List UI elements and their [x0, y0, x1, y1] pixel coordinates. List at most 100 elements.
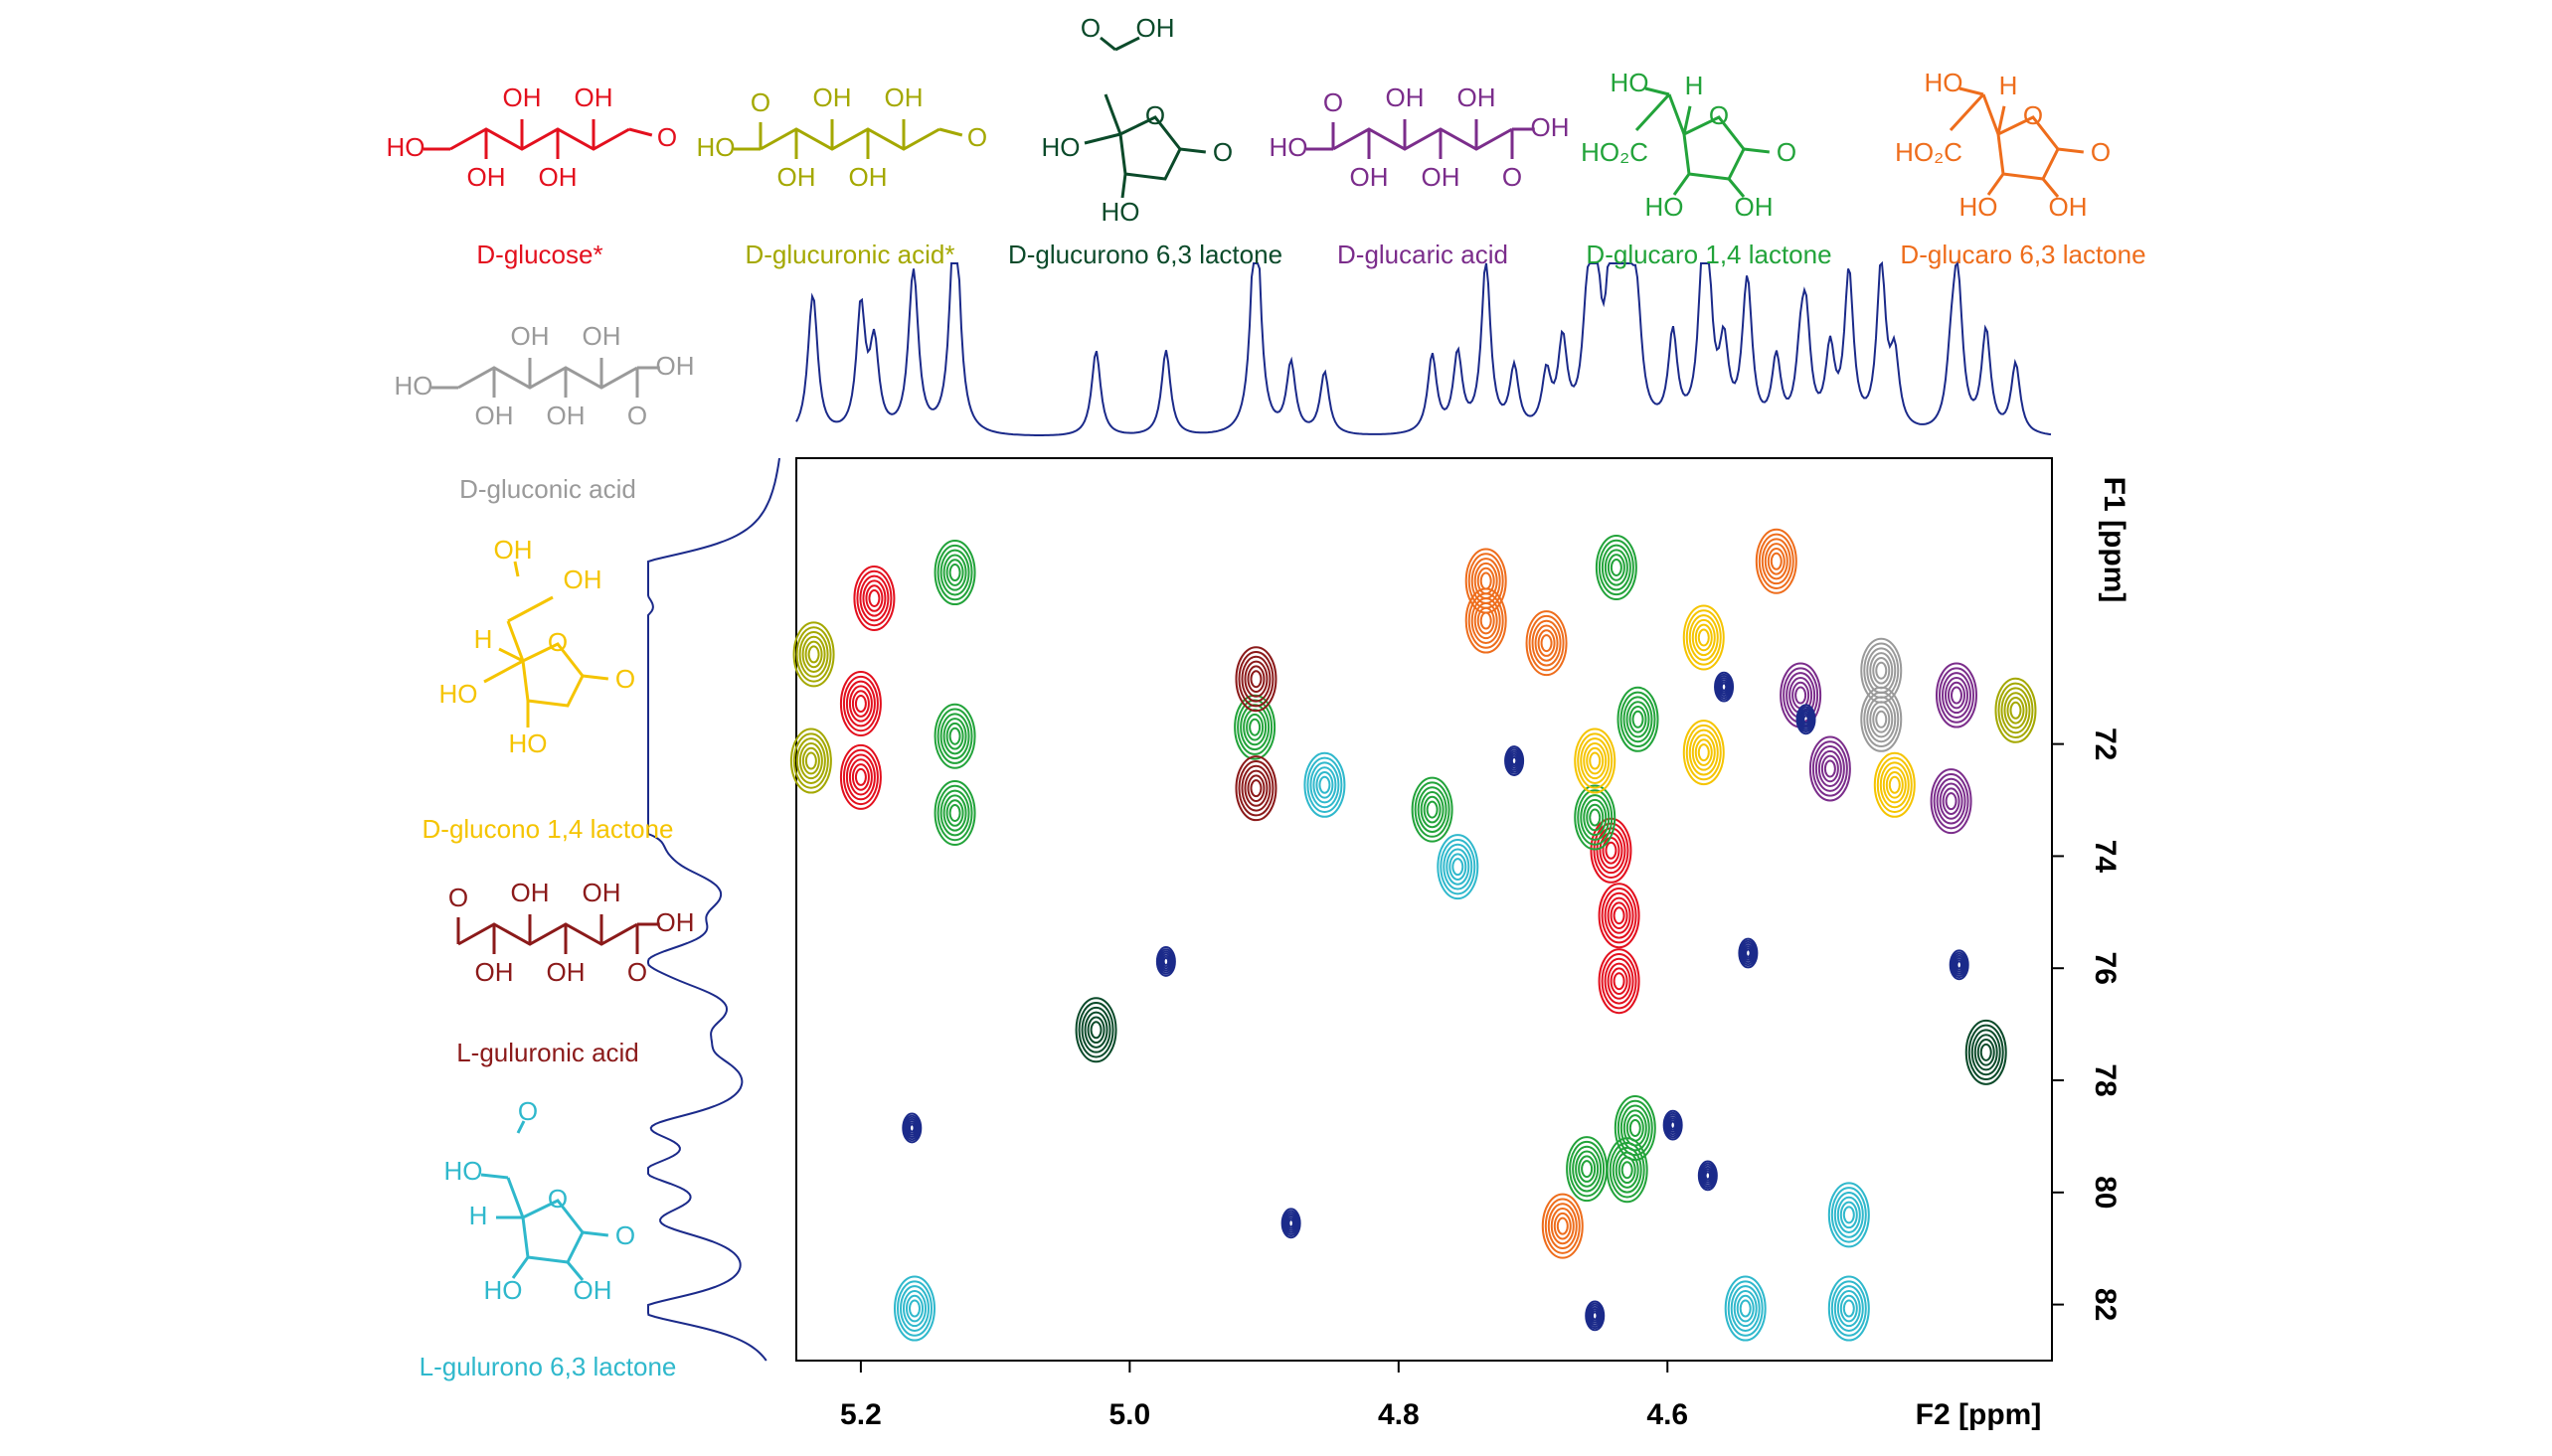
- peak: [1504, 745, 1525, 776]
- contour: [1315, 770, 1334, 799]
- contour: [1930, 768, 1972, 835]
- contour: [1802, 715, 1809, 725]
- contour: [1607, 554, 1625, 581]
- bond: [480, 1173, 509, 1180]
- compound-name: D-glucaro 1,4 lactone: [1586, 240, 1831, 269]
- contour: [1417, 786, 1447, 834]
- contour: [807, 645, 820, 664]
- contour: [804, 640, 823, 669]
- atom-label: OH: [2049, 192, 2088, 222]
- contour: [1685, 609, 1722, 666]
- bond: [1634, 92, 1671, 132]
- peak: [1616, 686, 1659, 752]
- peak: [1714, 671, 1735, 703]
- contour: [792, 621, 835, 688]
- contour: [1668, 1118, 1678, 1132]
- contour: [1162, 956, 1170, 967]
- peak: [1808, 735, 1851, 802]
- peak: [1795, 704, 1816, 735]
- contour: [1612, 1146, 1642, 1194]
- contour: [1550, 1208, 1575, 1245]
- contour: [909, 1123, 916, 1133]
- contour: [1090, 1021, 1103, 1040]
- atom-label: H: [1685, 71, 1704, 100]
- contour: [839, 671, 882, 737]
- contour: [1952, 953, 1966, 976]
- peak: [1464, 587, 1507, 654]
- contour: [798, 630, 829, 678]
- contour: [1882, 766, 1907, 804]
- atom-label: HO: [697, 132, 736, 162]
- atom-label: HO₂C: [1895, 137, 1962, 167]
- bond: [1986, 173, 2005, 196]
- contour: [1741, 941, 1756, 965]
- contour: [1528, 614, 1565, 672]
- contour: [1590, 1309, 1600, 1323]
- contour: [1284, 1213, 1297, 1232]
- contour: [795, 626, 832, 683]
- contour: [1479, 611, 1492, 630]
- bond: [938, 127, 963, 137]
- contour: [907, 1121, 917, 1135]
- contour: [1531, 619, 1562, 667]
- contour: [1574, 728, 1616, 794]
- contour: [1842, 1299, 1855, 1318]
- contour: [1595, 534, 1637, 600]
- contour: [1534, 624, 1559, 662]
- contour: [1414, 781, 1450, 838]
- peak: [1755, 528, 1797, 594]
- contour: [1318, 775, 1331, 794]
- contour: [1281, 1210, 1300, 1237]
- contour: [1081, 1006, 1111, 1053]
- contour: [1158, 950, 1174, 973]
- atom-label: HO: [1959, 192, 1998, 222]
- contour: [1836, 1289, 1861, 1328]
- contour: [1872, 706, 1891, 733]
- bond: [1743, 147, 1770, 154]
- contour: [1796, 706, 1815, 733]
- contour: [1577, 732, 1614, 789]
- contour: [1246, 713, 1265, 741]
- contour: [1587, 1304, 1603, 1327]
- contour: [1770, 552, 1783, 570]
- contour: [1506, 749, 1522, 772]
- contour: [2006, 696, 2025, 725]
- atom-label: OH: [467, 162, 506, 192]
- peak: [1585, 1300, 1606, 1332]
- contour: [1875, 661, 1888, 680]
- contour: [1241, 764, 1272, 812]
- compound-name: D-glucaric acid: [1337, 240, 1508, 269]
- compound-name: D-glucaro 6,3 lactone: [1900, 240, 2145, 269]
- atom-label: OH: [1457, 82, 1496, 112]
- contour: [792, 732, 829, 789]
- contour: [1869, 701, 1894, 738]
- contour: [1699, 1162, 1717, 1190]
- contour: [1944, 676, 1968, 715]
- peak: [902, 1112, 923, 1144]
- peak: [1235, 755, 1277, 822]
- contour: [1682, 604, 1725, 671]
- contour: [854, 695, 867, 714]
- bond: [1727, 178, 1746, 198]
- contour: [1970, 1029, 2001, 1076]
- atom-label: O: [448, 883, 468, 912]
- atom-label: OH: [1422, 162, 1460, 192]
- contour: [1585, 1300, 1606, 1332]
- atom-label: H: [474, 624, 493, 654]
- contour: [1994, 677, 2037, 743]
- atom-label: HO: [1645, 192, 1684, 222]
- peak: [1964, 1019, 2007, 1085]
- contour: [902, 1112, 923, 1144]
- contour: [845, 680, 876, 728]
- peak: [1303, 751, 1346, 818]
- atom-label: OH: [583, 321, 621, 351]
- peak: [934, 779, 976, 846]
- atom-label: OH: [885, 82, 924, 112]
- atom-label: OH: [1531, 112, 1570, 142]
- contour: [1604, 957, 1634, 1005]
- contour: [1575, 1150, 1600, 1188]
- contour: [1814, 745, 1845, 792]
- contour: [1159, 952, 1172, 971]
- contour: [1823, 759, 1836, 778]
